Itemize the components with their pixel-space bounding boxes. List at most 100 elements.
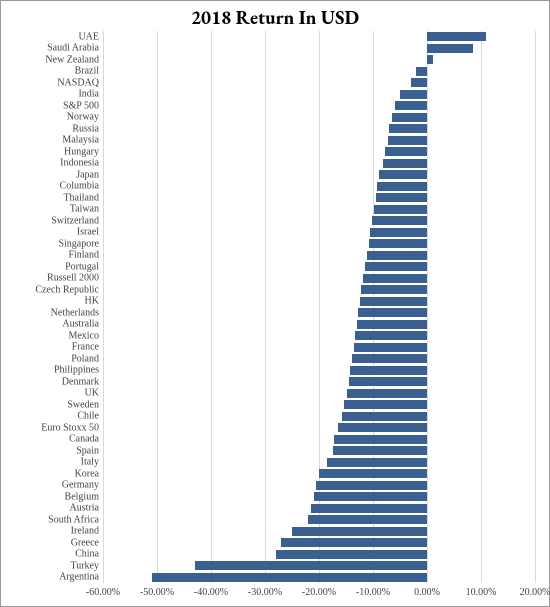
bar-label: Portugal: [65, 261, 99, 272]
bar-row: France: [103, 343, 535, 352]
bar: [363, 274, 427, 283]
bar-label: Belgium: [65, 491, 99, 502]
bar-row: Mexico: [103, 331, 535, 340]
bar-label: Austria: [70, 503, 99, 514]
bar-row: Brazil: [103, 67, 535, 76]
bar-label: Saudi Arabia: [47, 43, 99, 54]
bar-label: Indonesia: [60, 158, 99, 169]
bar-label: Italy: [81, 457, 99, 468]
bar-label: Korea: [75, 468, 99, 479]
bar-row: Hungary: [103, 147, 535, 156]
bar-label: Germany: [62, 480, 99, 491]
bar: [400, 90, 427, 99]
bar: [395, 101, 427, 110]
bar-label: Ireland: [71, 526, 99, 537]
bar-label: Philippines: [54, 365, 99, 376]
bar-row: Belgium: [103, 492, 535, 501]
bar-label: Russell 2000: [47, 273, 99, 284]
bar-row: Turkey: [103, 561, 535, 570]
bar: [314, 492, 427, 501]
bar-row: Portugal: [103, 262, 535, 271]
bar-label: Finland: [68, 250, 99, 261]
bar-label: S&P 500: [63, 100, 99, 111]
gridline: [535, 31, 536, 583]
bar: [372, 216, 427, 225]
bar-label: Canada: [69, 434, 99, 445]
bar: [152, 573, 427, 582]
bar-row: Italy: [103, 458, 535, 467]
bar-label: Czech Republic: [35, 284, 99, 295]
bar-label: Spain: [76, 445, 99, 456]
bar: [377, 182, 427, 191]
bar: [357, 320, 427, 329]
bar-row: Philippines: [103, 366, 535, 375]
bar-row: Indonesia: [103, 159, 535, 168]
bar-label: Japan: [76, 169, 99, 180]
bar-label: Denmark: [62, 376, 99, 387]
bar: [308, 515, 427, 524]
bar-row: Euro Stoxx 50: [103, 423, 535, 432]
bar-row: Saudi Arabia: [103, 44, 535, 53]
bar: [427, 32, 486, 41]
bar-row: Germany: [103, 481, 535, 490]
bar-row: Australia: [103, 320, 535, 329]
bar-label: Turkey: [70, 560, 99, 571]
bar: [376, 193, 427, 202]
bar-label: Columbia: [60, 181, 99, 192]
bar-row: Finland: [103, 251, 535, 260]
x-tick-label: -60.00%: [86, 587, 120, 598]
x-tick-label: -20.00%: [302, 587, 336, 598]
bar-label: Argentina: [59, 572, 99, 583]
bar-label: Thailand: [63, 192, 99, 203]
bar: [411, 78, 427, 87]
bar: [195, 561, 427, 570]
bar-row: Ireland: [103, 527, 535, 536]
bar: [427, 55, 433, 64]
bar: [355, 331, 427, 340]
bar-label: Netherlands: [51, 307, 99, 318]
bar-label: Singapore: [58, 238, 99, 249]
bar-row: Thailand: [103, 193, 535, 202]
bar-row: UAE: [103, 32, 535, 41]
bar-label: Taiwan: [70, 204, 99, 215]
bar-row: China: [103, 550, 535, 559]
bar-row: India: [103, 90, 535, 99]
bar-row: Switzerland: [103, 216, 535, 225]
chart-title: 2018 Return In USD: [1, 5, 549, 30]
bar: [333, 446, 428, 455]
bar-label: France: [72, 342, 99, 353]
bar-label: Greece: [71, 537, 99, 548]
bar-row: Denmark: [103, 377, 535, 386]
x-tick-label: -50.00%: [140, 587, 174, 598]
bar-row: Norway: [103, 113, 535, 122]
x-tick-label: 0.00%: [414, 587, 440, 598]
bar-label: Hungary: [64, 146, 99, 157]
bar: [350, 366, 427, 375]
bar: [416, 67, 427, 76]
chart-frame: 2018 Return In USD -60.00%-50.00%-40.00%…: [0, 0, 550, 607]
x-tick-label: 10.00%: [466, 587, 497, 598]
bar-row: S&P 500: [103, 101, 535, 110]
bar: [379, 170, 427, 179]
bar: [281, 538, 427, 547]
bar: [360, 297, 428, 306]
bar-label: HK: [85, 296, 99, 307]
bar-row: Columbia: [103, 182, 535, 191]
bar-row: Chile: [103, 412, 535, 421]
bar-label: NASDAQ: [57, 77, 99, 88]
bar: [392, 113, 427, 122]
bar: [361, 285, 427, 294]
x-tick-label: -10.00%: [356, 587, 390, 598]
bar: [367, 251, 427, 260]
bar: [374, 205, 427, 214]
bar: [316, 481, 427, 490]
bar-row: HK: [103, 297, 535, 306]
x-tick-label: 20.00%: [520, 587, 550, 598]
bar-label: India: [78, 89, 99, 100]
bar-label: Poland: [71, 353, 99, 364]
bar: [349, 377, 427, 386]
bar-row: Singapore: [103, 239, 535, 248]
bar-row: Japan: [103, 170, 535, 179]
bar: [358, 308, 427, 317]
bar: [327, 458, 427, 467]
